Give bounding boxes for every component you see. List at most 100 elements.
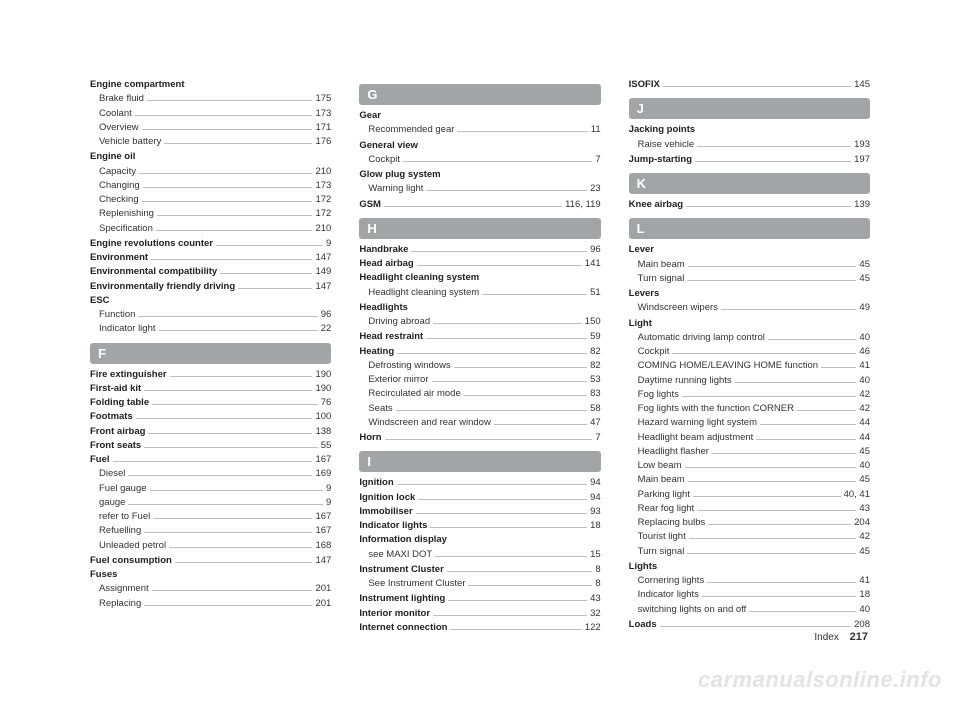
- index-entry: Rear fog light43: [629, 502, 870, 516]
- index-entry: Instrument lighting43: [359, 592, 600, 606]
- leader-dots: [416, 513, 587, 514]
- index-entry: switching lights on and off40: [629, 603, 870, 617]
- index-group: ESCFunction96Indicator light22: [90, 294, 331, 337]
- leader-dots: [448, 600, 587, 601]
- footer-page-number: 217: [850, 631, 868, 643]
- leader-dots: [721, 309, 857, 310]
- index-entry: Engine revolutions counter9: [90, 237, 331, 251]
- entry-label: Ignition lock: [359, 491, 415, 505]
- entry-page: 172: [315, 193, 331, 207]
- group-title: Jacking points: [629, 123, 870, 137]
- entry-label: Hazard warning light system: [638, 416, 757, 430]
- leader-dots: [144, 390, 312, 391]
- entry-page: 96: [321, 308, 332, 322]
- entry-label: Handbrake: [359, 243, 408, 257]
- leader-dots: [142, 129, 313, 130]
- leader-dots: [707, 582, 856, 583]
- entry-page: 193: [854, 138, 870, 152]
- index-entry: Driving abroad150: [359, 315, 600, 329]
- leader-dots: [685, 467, 857, 468]
- entry-page: 147: [315, 251, 331, 265]
- index-entry: Recommended gear11: [359, 123, 600, 137]
- entry-label: Fog lights: [638, 388, 679, 402]
- index-entry: Replacing bulbs204: [629, 516, 870, 530]
- entry-label: Environmental compatibility: [90, 265, 217, 279]
- leader-dots: [697, 146, 851, 147]
- index-group: HeadlightsDriving abroad150: [359, 301, 600, 330]
- index-entry: Environmentally friendly driving147: [90, 280, 331, 294]
- index-entry: Unleaded petrol168: [90, 539, 331, 553]
- group-title: Lever: [629, 243, 870, 257]
- group-title: Fuses: [90, 568, 331, 582]
- entry-label: Refuelling: [99, 524, 141, 538]
- footer-label: Index: [814, 632, 838, 643]
- leader-dots: [450, 629, 581, 630]
- entry-page: 100: [315, 410, 331, 424]
- entry-label: Capacity: [99, 165, 136, 179]
- leader-dots: [426, 190, 587, 191]
- entry-label: see MAXI DOT: [368, 548, 432, 562]
- leader-dots: [148, 433, 312, 434]
- entry-label: Recommended gear: [368, 123, 454, 137]
- entry-page: 46: [859, 345, 870, 359]
- entry-label: Cockpit: [368, 153, 400, 167]
- entry-label: Loads: [629, 618, 657, 632]
- entry-label: Raise vehicle: [638, 138, 695, 152]
- entry-page: 168: [315, 539, 331, 553]
- index-entry: Front airbag138: [90, 425, 331, 439]
- entry-label: Brake fluid: [99, 92, 144, 106]
- entry-label: Instrument lighting: [359, 592, 445, 606]
- leader-dots: [157, 215, 313, 216]
- entry-page: 173: [315, 107, 331, 121]
- entry-page: 42: [859, 530, 870, 544]
- leader-dots: [113, 461, 313, 462]
- leader-dots: [768, 339, 857, 340]
- entry-label: Replacing: [99, 597, 141, 611]
- leader-dots: [672, 353, 856, 354]
- index-entry: Replacing201: [90, 597, 331, 611]
- entry-label: Cornering lights: [638, 574, 705, 588]
- leader-dots: [169, 547, 312, 548]
- index-group: LightAutomatic driving lamp control40Coc…: [629, 317, 870, 559]
- index-entry: Fuel gauge9: [90, 482, 331, 496]
- leader-dots: [433, 615, 587, 616]
- index-group: Jacking pointsRaise vehicle 193: [629, 123, 870, 152]
- entry-label: Indicator light: [99, 322, 156, 336]
- entry-label: Engine revolutions counter: [90, 237, 213, 251]
- entry-label: Main beam: [638, 473, 685, 487]
- index-entry: Vehicle battery176: [90, 135, 331, 149]
- entry-page: 7: [595, 153, 600, 167]
- entry-page: 83: [590, 387, 601, 401]
- index-entry: Cockpit 7: [359, 153, 600, 167]
- entry-page: 51: [590, 286, 601, 300]
- index-entry: Heating82: [359, 345, 600, 359]
- index-entry: Head airbag141: [359, 257, 600, 271]
- entry-label: Windscreen and rear window: [368, 416, 491, 430]
- entry-label: Ignition: [359, 476, 393, 490]
- index-entry: Horn7: [359, 431, 600, 445]
- index-page: Engine compartmentBrake fluid175Coolant1…: [0, 0, 960, 635]
- leader-dots: [433, 323, 582, 324]
- index-group: LeverMain beam45Turn signal45: [629, 243, 870, 286]
- leader-dots: [385, 439, 593, 440]
- index-column-2: GGearRecommended gear11General viewCockp…: [359, 78, 600, 635]
- entry-page: 197: [854, 153, 870, 167]
- index-entry: Specification210: [90, 222, 331, 236]
- leader-dots: [797, 410, 856, 411]
- index-group: Fuel167Diesel169Fuel gauge9gauge9refer t…: [90, 453, 331, 553]
- index-group: GearRecommended gear11: [359, 109, 600, 138]
- group-title: Lights: [629, 560, 870, 574]
- leader-dots: [147, 100, 313, 101]
- entry-page: 55: [321, 439, 332, 453]
- entry-label: Specification: [99, 222, 153, 236]
- entry-page: 40, 41: [844, 488, 870, 502]
- entry-label: Windscreen wipers: [638, 301, 718, 315]
- entry-page: 82: [590, 359, 601, 373]
- entry-label: Assignment: [99, 582, 149, 596]
- entry-label: See Instrument Cluster: [368, 577, 465, 591]
- leader-dots: [688, 481, 857, 482]
- index-entry: Fire extinguisher190: [90, 368, 331, 382]
- section-heading: H: [359, 218, 600, 239]
- entry-label: Overview: [99, 121, 139, 135]
- leader-dots: [688, 266, 857, 267]
